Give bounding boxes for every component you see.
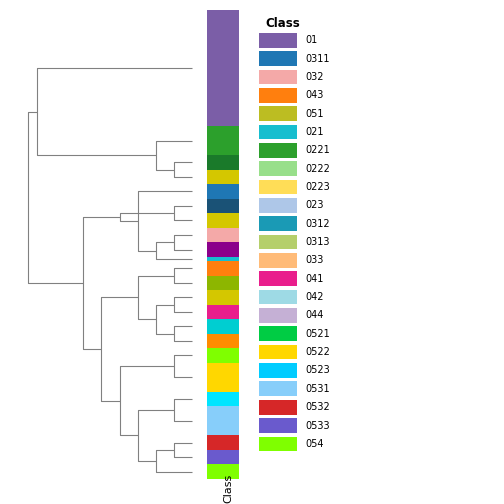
Bar <box>259 106 297 121</box>
Text: 0523: 0523 <box>305 365 330 375</box>
Bar <box>207 184 239 199</box>
Bar <box>259 198 297 213</box>
Text: 0531: 0531 <box>305 384 330 394</box>
Bar <box>259 382 297 396</box>
Bar <box>207 199 239 213</box>
Text: 051: 051 <box>305 109 324 119</box>
Bar <box>207 261 239 276</box>
Bar <box>207 213 239 228</box>
Bar <box>207 348 239 363</box>
Text: 054: 054 <box>305 439 324 449</box>
Bar <box>259 400 297 414</box>
Text: 0312: 0312 <box>305 219 330 229</box>
Bar <box>207 276 239 290</box>
Bar <box>259 161 297 176</box>
Bar <box>207 319 239 334</box>
Bar <box>207 290 239 304</box>
Bar <box>259 180 297 195</box>
Bar <box>207 10 239 126</box>
Bar <box>207 257 239 261</box>
Text: Class: Class <box>265 17 300 30</box>
Text: 0532: 0532 <box>305 402 330 412</box>
Bar <box>259 51 297 66</box>
Text: 0311: 0311 <box>305 54 330 64</box>
Bar <box>259 33 297 48</box>
Text: 021: 021 <box>305 127 324 137</box>
Text: 042: 042 <box>305 292 324 302</box>
Bar <box>259 327 297 341</box>
Bar <box>259 216 297 231</box>
Bar <box>259 253 297 268</box>
Bar <box>207 334 239 348</box>
Bar <box>259 290 297 304</box>
Bar <box>207 392 239 406</box>
Text: 033: 033 <box>305 256 324 266</box>
Bar <box>259 235 297 249</box>
Text: 023: 023 <box>305 201 324 210</box>
Bar <box>207 155 239 170</box>
Bar <box>259 308 297 323</box>
Text: 043: 043 <box>305 90 324 100</box>
Bar <box>259 88 297 103</box>
Bar <box>259 436 297 451</box>
Text: 041: 041 <box>305 274 324 284</box>
Bar <box>207 406 239 435</box>
Text: 032: 032 <box>305 72 324 82</box>
Bar <box>259 363 297 378</box>
Bar <box>259 418 297 433</box>
Text: 0221: 0221 <box>305 145 330 155</box>
Bar <box>259 70 297 84</box>
Bar <box>259 345 297 359</box>
Text: 0521: 0521 <box>305 329 330 339</box>
Bar <box>207 242 239 257</box>
Text: 0222: 0222 <box>305 164 330 174</box>
Text: 044: 044 <box>305 310 324 321</box>
Bar <box>207 304 239 319</box>
Bar <box>207 435 239 450</box>
Bar <box>207 464 239 479</box>
Text: 0522: 0522 <box>305 347 330 357</box>
Bar <box>259 143 297 158</box>
Text: 0223: 0223 <box>305 182 330 192</box>
Bar <box>259 272 297 286</box>
Bar <box>259 124 297 140</box>
Bar <box>207 228 239 242</box>
Bar <box>207 363 239 392</box>
Bar <box>207 170 239 184</box>
Bar <box>207 126 239 155</box>
Text: 0533: 0533 <box>305 420 330 430</box>
Text: Class: Class <box>223 474 233 503</box>
Text: 01: 01 <box>305 35 318 45</box>
Bar <box>207 450 239 464</box>
Text: 0313: 0313 <box>305 237 330 247</box>
